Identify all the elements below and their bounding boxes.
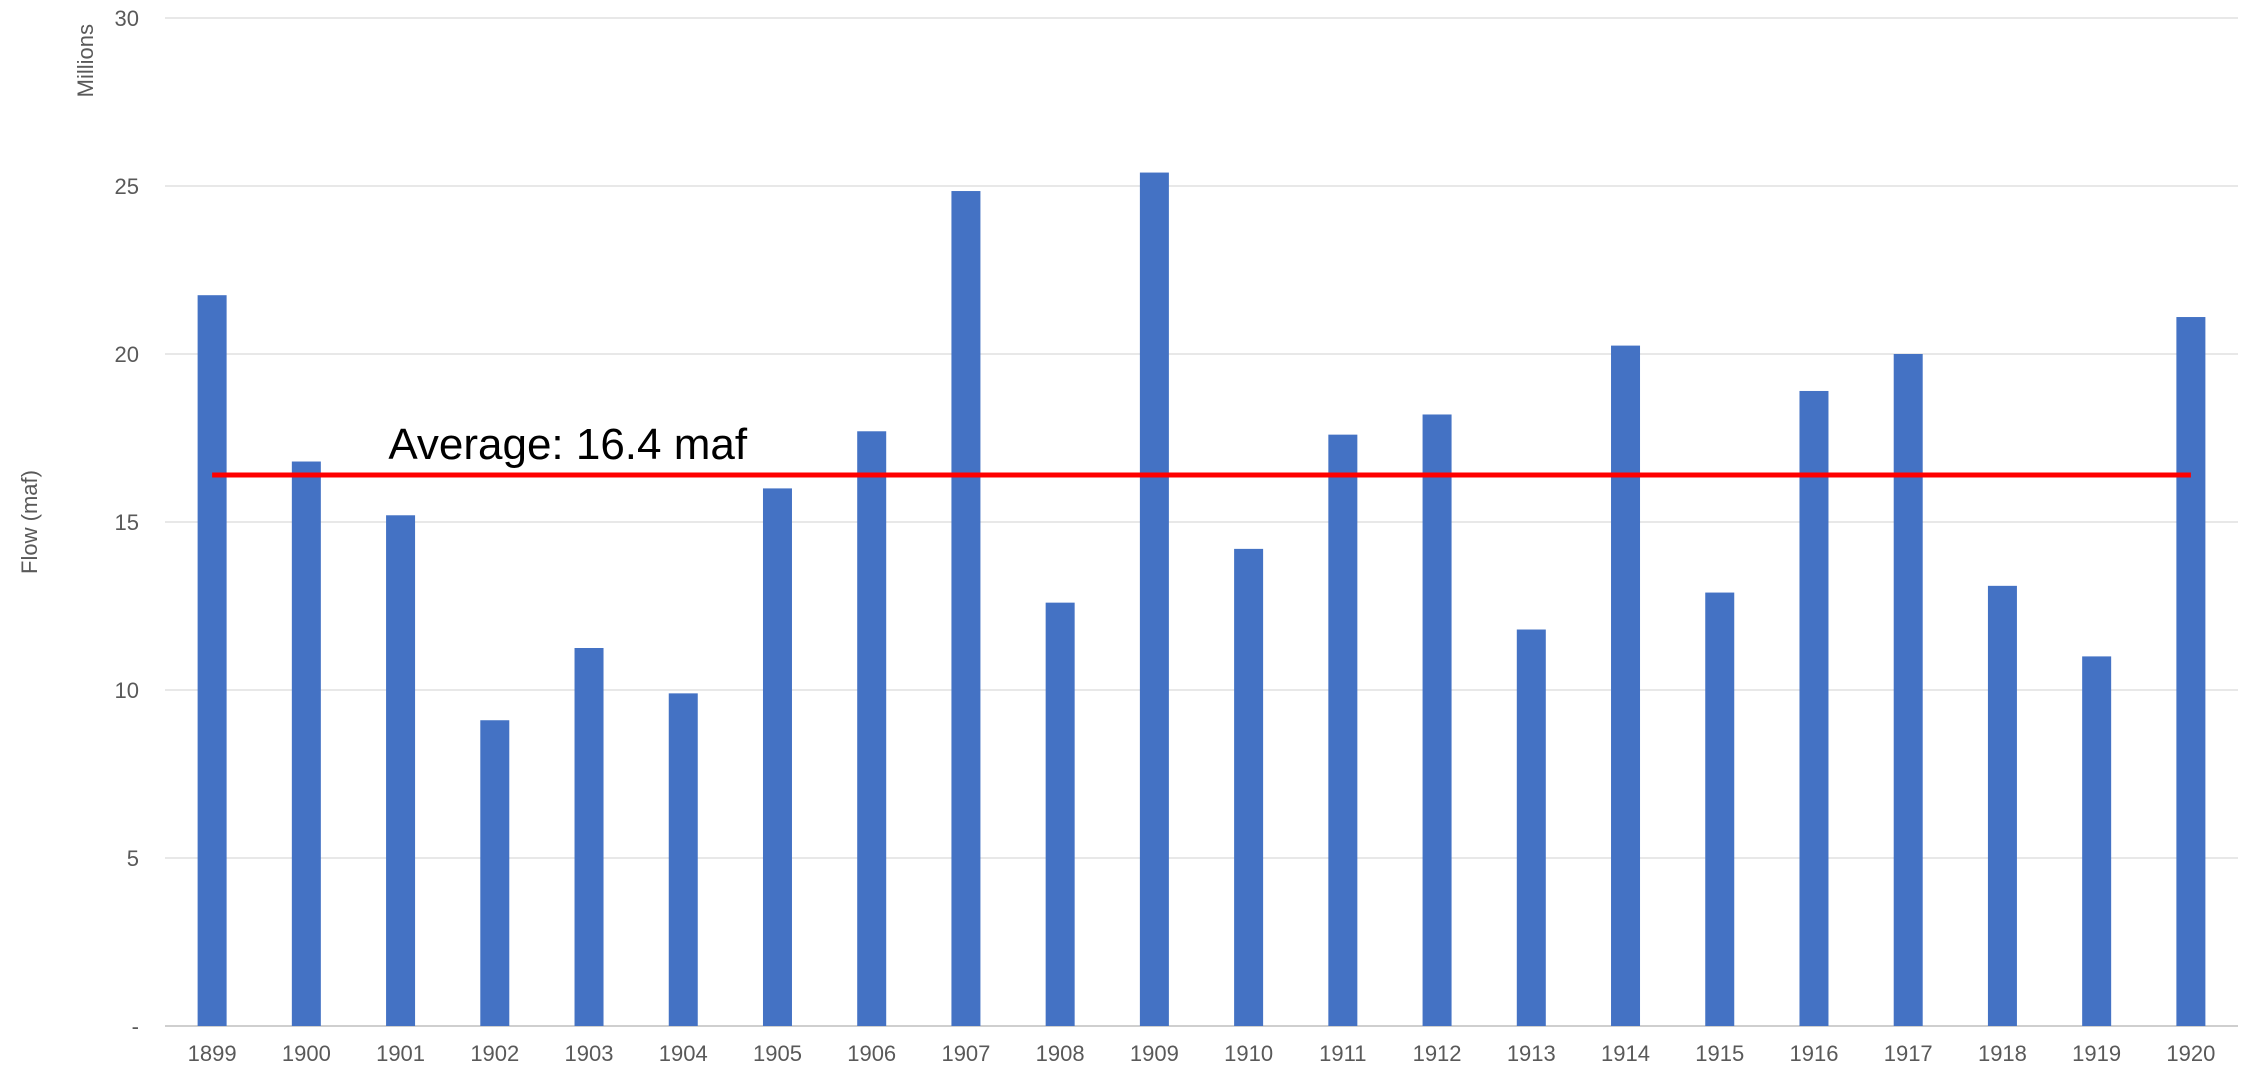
x-tick-label: 1908 (1036, 1041, 1085, 1066)
y-tick-label: 25 (115, 174, 139, 199)
y-tick-label: 5 (127, 846, 139, 871)
y-tick-label: 20 (115, 342, 139, 367)
x-tick-label: 1919 (2072, 1041, 2121, 1066)
x-tick-label: 1915 (1695, 1041, 1744, 1066)
bar-1906 (857, 431, 887, 1026)
y-tick-label: 15 (115, 510, 139, 535)
x-tick-label: 1920 (2166, 1041, 2215, 1066)
bar-1914 (1611, 345, 1641, 1027)
bar-1902 (480, 720, 510, 1026)
bar-1904 (668, 693, 698, 1026)
gridlines (165, 17, 2238, 1027)
bar-1918 (1987, 585, 2017, 1026)
bar-1916 (1799, 390, 1829, 1027)
bar-1912 (1422, 414, 1452, 1027)
x-tick-label: 1902 (470, 1041, 519, 1066)
bar-1919 (2082, 656, 2112, 1026)
bar-1901 (386, 515, 416, 1026)
x-tick-label: 1903 (565, 1041, 614, 1066)
y-tick-label: - (132, 1014, 139, 1039)
x-tick-label: 1907 (941, 1041, 990, 1066)
bar-1903 (574, 648, 604, 1026)
x-tick-label: 1913 (1507, 1041, 1556, 1066)
bar-1913 (1516, 629, 1546, 1026)
x-tick-label: 1905 (753, 1041, 802, 1066)
bar-1907 (951, 191, 981, 1027)
y-tick-label: 10 (115, 678, 139, 703)
bar-1920 (2176, 317, 2206, 1026)
bar-1917 (1893, 354, 1923, 1026)
average-annotation: Average: 16.4 maf (388, 420, 748, 469)
bar-1905 (762, 488, 792, 1026)
x-tick-label: 1901 (376, 1041, 425, 1066)
bar-1900 (291, 461, 321, 1026)
x-tick-label: 1914 (1601, 1041, 1650, 1066)
y-tick-label: 30 (115, 6, 139, 31)
x-tick-label: 1900 (282, 1041, 331, 1066)
x-tick-label: 1918 (1978, 1041, 2027, 1066)
x-tick-label: 1904 (659, 1041, 708, 1066)
x-tick-label: 1916 (1790, 1041, 1839, 1066)
y-axis-ticks: - 5 10 15 20 25 30 (115, 6, 139, 1039)
bar-1909 (1139, 172, 1169, 1026)
bar-1911 (1328, 434, 1358, 1026)
x-tick-label: 1909 (1130, 1041, 1179, 1066)
x-tick-label: 1906 (847, 1041, 896, 1066)
bar-1899 (197, 295, 227, 1026)
bar-1910 (1234, 548, 1264, 1026)
x-tick-label: 1910 (1224, 1041, 1273, 1066)
y-axis-unit-label: Millions (73, 24, 98, 97)
x-tick-label: 1899 (188, 1041, 237, 1066)
bar-1915 (1705, 592, 1735, 1026)
x-tick-label: 1917 (1884, 1041, 1933, 1066)
x-axis-ticks: 1899 1900 1901 1902 1903 1904 1905 1906 1907 1908… (188, 1041, 2216, 1066)
bar-1908 (1045, 602, 1075, 1026)
bars (197, 172, 2206, 1027)
x-tick-label: 1911 (1319, 1041, 1366, 1066)
y-axis-title: Flow (maf) (17, 470, 42, 574)
x-tick-label: 1912 (1413, 1041, 1462, 1066)
